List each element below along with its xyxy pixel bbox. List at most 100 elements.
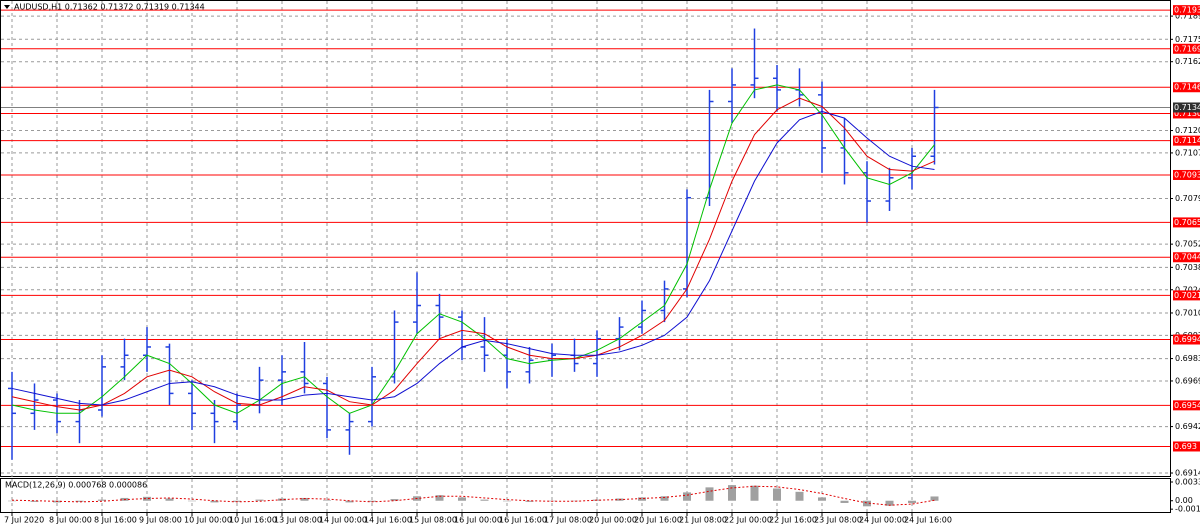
x-tick-label: 17 Jul 08:00 (544, 516, 592, 525)
x-tick-label: 8 Jul 00:00 (49, 516, 92, 525)
macd-bar (795, 491, 804, 501)
macd-title: MACD(12,26,9) 0.000768 0.000086 (5, 481, 147, 490)
macd-bar (728, 485, 736, 501)
x-tick-label: 14 Jul 16:00 (364, 516, 412, 525)
macd-y-tick-label: 0.00 (1175, 496, 1193, 505)
macd-bar (435, 495, 444, 501)
macd-bar (705, 487, 714, 501)
level-label: 0.693 (1174, 442, 1197, 451)
level-label: 0.70441 (1174, 253, 1200, 262)
x-tick-label: 9 Jul 08:00 (139, 516, 182, 525)
x-tick-label: 8 Jul 16:00 (94, 516, 137, 525)
macd-bar (638, 497, 646, 501)
macd-bar (390, 499, 399, 501)
macd-bar (75, 500, 84, 502)
y-tick-label: 0.71755 (1175, 35, 1200, 44)
x-tick-label: 21 Jul 08:00 (679, 516, 727, 525)
macd-bar (683, 492, 691, 501)
x-tick-label: 10 Jul 16:00 (229, 516, 277, 525)
level-label-box (1173, 217, 1200, 228)
level-label-box (1173, 441, 1200, 452)
x-tick-label: 14 Jul 00:00 (319, 516, 367, 525)
macd-panel (0, 478, 1171, 513)
level-label: 0.69548 (1174, 401, 1200, 410)
macd-bar (255, 499, 264, 501)
level-label-box (1173, 5, 1200, 16)
macd-bar (30, 500, 39, 502)
macd-bar (480, 499, 489, 501)
y-tick-label: 0.71070 (1175, 148, 1200, 157)
macd-bar (908, 500, 916, 503)
x-tick-label: 16 Jul 16:00 (499, 516, 547, 525)
y-tick-label: 0.69830 (1175, 354, 1200, 363)
level-label-box (1173, 82, 1200, 93)
y-tick-label: 0.69140 (1175, 469, 1200, 478)
macd-bar (863, 500, 871, 507)
x-tick-label: 20 Jul 00:00 (589, 516, 637, 525)
x-tick-label: 15 Jul 08:00 (409, 516, 457, 525)
level-label: 0.69945 (1174, 335, 1200, 344)
macd-signal (11, 485, 935, 506)
y-tick-label: 0.70245 (1175, 285, 1200, 294)
macd-bar (840, 500, 849, 503)
chart-title: AUDUSD,H1 0.71362 0.71372 0.71319 0.7134… (14, 3, 205, 12)
moving-average (11, 97, 935, 411)
x-tick-label: 24 Jul 16:00 (904, 516, 952, 525)
y-tick-label: 0.69695 (1175, 376, 1200, 385)
moving-average (11, 110, 935, 406)
macd-bar (98, 499, 106, 501)
macd-bar (660, 496, 669, 501)
macd-bar (278, 498, 286, 501)
level-label-box (1173, 169, 1200, 180)
level-label-box (1173, 43, 1200, 54)
level-label-box (1173, 108, 1200, 119)
y-tick-label: 0.70795 (1175, 194, 1200, 203)
macd-y-tick-label: -0.00151 (1175, 505, 1200, 514)
macd-bar (323, 500, 331, 501)
macd-bar (885, 500, 894, 506)
level-label-box (1173, 252, 1200, 263)
macd-bar (570, 500, 579, 502)
macd-bar (188, 500, 196, 502)
level-label: 0.71144 (1174, 136, 1200, 145)
level-label: 0.71698 (1174, 44, 1200, 53)
macd-bar (210, 500, 219, 503)
x-tick-label: 22 Jul 00:00 (724, 516, 772, 525)
menu-arrow[interactable] (4, 5, 10, 9)
level-label: 0.71931 (1174, 6, 1200, 15)
macd-bar (300, 497, 309, 501)
y-tick-label: 0.70380 (1175, 263, 1200, 272)
level-label: 0.70937 (1174, 170, 1200, 179)
y-tick-label: 0.69420 (1175, 422, 1200, 431)
level-label: 0.71466 (1174, 83, 1200, 92)
price-panel (0, 0, 1171, 477)
macd-bar (773, 488, 781, 501)
macd-bar (525, 500, 534, 502)
y-tick-label: 0.70520 (1175, 240, 1200, 249)
macd-bar (233, 500, 241, 502)
y-tick-label: 0.70105 (1175, 308, 1200, 317)
level-label-box (1173, 400, 1200, 411)
x-tick-label: 20 Jul 16:00 (634, 516, 682, 525)
macd-bar (8, 500, 16, 502)
macd-bar (368, 500, 376, 502)
level-label-box (1173, 334, 1200, 345)
level-label: 0.71308 (1174, 109, 1200, 118)
y-tick-label: 0.71205 (1175, 126, 1200, 135)
macd-y-tick-label: 0.003364 (1175, 477, 1200, 486)
level-label-box (1173, 135, 1200, 146)
level-label: 0.70211 (1174, 291, 1200, 300)
x-tick-label: 10 Jul 00:00 (184, 516, 232, 525)
macd-bar (818, 497, 826, 501)
macd-bar (165, 498, 174, 501)
current-price-box (1173, 102, 1200, 113)
macd-bar (458, 497, 466, 501)
y-tick-label: 0.71620 (1175, 57, 1200, 66)
y-tick-label: 0.71895 (1175, 12, 1200, 21)
x-tick-label: 24 Jul 00:00 (859, 516, 907, 525)
current-price-label: 0.71344 (1174, 103, 1200, 112)
level-label: 0.70651 (1174, 218, 1200, 227)
x-tick-label: 23 Jul 08:00 (814, 516, 862, 525)
macd-bar (345, 500, 354, 503)
